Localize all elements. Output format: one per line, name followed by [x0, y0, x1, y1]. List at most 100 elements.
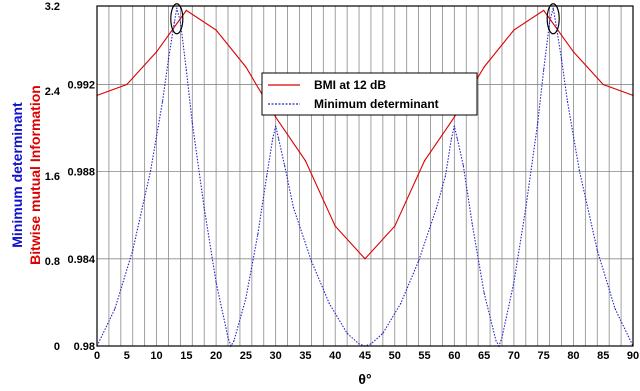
series-point-1: [358, 343, 360, 345]
series-point-0: [275, 116, 277, 118]
series-point-1: [310, 260, 312, 262]
series-point-0: [185, 9, 187, 11]
series-point-1: [266, 175, 268, 177]
series-point-1: [275, 125, 277, 127]
x-tick-label: 60: [448, 350, 460, 362]
series-point-1: [543, 69, 545, 71]
y-tick-label-inner: 0.988: [67, 167, 95, 179]
series-point-1: [245, 297, 247, 299]
x-tick-label: 35: [299, 350, 311, 362]
series-point-1: [525, 207, 527, 209]
series-point-1: [191, 122, 193, 124]
series-point-1: [114, 308, 116, 310]
x-tick-label: 15: [180, 350, 192, 362]
series-point-1: [203, 207, 205, 209]
x-tick-label: 65: [478, 350, 490, 362]
series-point-1: [185, 69, 187, 71]
series-point-1: [444, 175, 446, 177]
series-point-0: [364, 258, 366, 260]
x-tick-label: 80: [567, 350, 579, 362]
legend: BMI at 12 dB Minimum determinant: [261, 72, 478, 116]
legend-label-min-det: Minimum determinant: [314, 97, 439, 111]
series-point-1: [346, 332, 348, 334]
legend-label-bmi: BMI at 12 dB: [314, 78, 386, 92]
tick-labels: 0 5 10 15 20 25 30 35 40 45 50 55 60 65 70 75 80 85 90 0 0.8…: [45, 1, 639, 362]
series-point-1: [495, 340, 497, 342]
series-point-1: [278, 138, 280, 140]
x-tick-label: 45: [359, 350, 371, 362]
series-point-1: [179, 21, 181, 23]
series-point-0: [453, 116, 455, 118]
series-layer: [96, 7, 634, 348]
series-line-1: [96, 7, 634, 348]
y-axis-title-inner: Bitwise mutual Information: [27, 85, 43, 265]
series-point-1: [382, 332, 384, 334]
series-point-1: [328, 302, 330, 305]
x-tick-label: 70: [508, 350, 520, 362]
x-tick-label: 25: [240, 350, 252, 362]
x-tick-label: 10: [150, 350, 162, 362]
series-point-1: [596, 249, 598, 251]
series-point-1: [292, 207, 295, 209]
y-tick-label-outer: 3.2: [45, 1, 60, 13]
series-point-0: [543, 9, 545, 11]
series-point-1: [167, 58, 170, 60]
plot-frame: [96, 5, 634, 347]
series-point-1: [578, 170, 581, 172]
series-point-0: [215, 29, 217, 31]
series-point-1: [435, 207, 438, 209]
x-tick-label: 0: [94, 350, 100, 362]
series-point-1: [513, 281, 515, 283]
series-point-1: [453, 125, 455, 127]
series-point-0: [423, 160, 426, 162]
series-point-0: [245, 66, 247, 68]
x-tick-label: 75: [538, 350, 550, 362]
series-point-1: [456, 138, 458, 140]
peak-ellipse: [170, 3, 184, 35]
series-point-1: [560, 58, 563, 60]
x-tick-label: 40: [329, 350, 341, 362]
y-tick-label-outer: 2.4: [45, 86, 61, 98]
x-tick-label: 20: [210, 350, 222, 362]
series-point-0: [334, 225, 336, 227]
series-point-1: [233, 340, 235, 342]
grid: [97, 6, 633, 346]
series-point-0: [394, 225, 396, 227]
series-point-0: [483, 66, 485, 68]
x-tick-label: 90: [627, 350, 639, 362]
series-point-1: [614, 308, 616, 310]
x-tick-label: 30: [270, 350, 282, 362]
y-tick-label-outer: 0.8: [45, 256, 60, 268]
series-point-1: [173, 21, 176, 23]
series-point-1: [450, 138, 452, 140]
x-tick-label: 50: [389, 350, 401, 362]
series-point-1: [370, 343, 372, 345]
series-point-0: [155, 51, 158, 53]
x-tick-label: 55: [418, 350, 430, 362]
series-point-0: [572, 51, 575, 53]
series-point-1: [483, 292, 485, 294]
series-point-1: [176, 7, 178, 9]
series-point-1: [272, 138, 274, 140]
series-point-1: [132, 249, 134, 251]
y-tick-label-inner: 0.984: [67, 254, 95, 266]
series-point-1: [227, 336, 229, 339]
series-point-0: [304, 160, 307, 162]
series-point-0: [126, 83, 128, 86]
series-point-0: [513, 29, 515, 31]
series-point-1: [215, 281, 217, 283]
series-point-1: [549, 21, 551, 23]
series-point-1: [284, 164, 286, 166]
legend-box: [261, 72, 478, 116]
x-axis-title: θ°: [358, 371, 371, 387]
y-tick-label-outer: 1.6: [45, 171, 60, 183]
x-tick-label: 85: [597, 350, 609, 362]
series-point-1: [257, 233, 259, 236]
series-point-1: [537, 122, 539, 124]
series-point-1: [161, 101, 164, 103]
series-point-1: [471, 223, 473, 225]
x-tick-label: 5: [124, 350, 130, 362]
series-point-1: [462, 164, 464, 166]
series-line-0: [96, 9, 634, 260]
